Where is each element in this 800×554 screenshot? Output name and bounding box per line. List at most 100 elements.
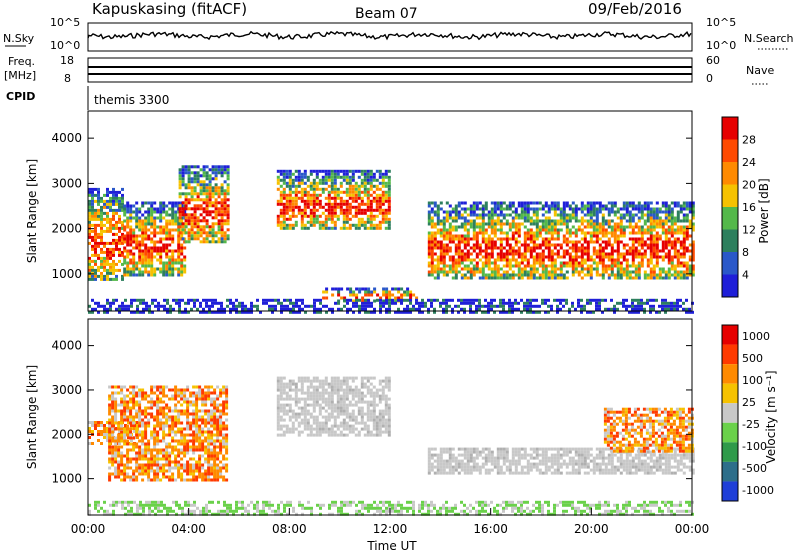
heatmap-cell xyxy=(132,445,136,449)
heatmap-cell xyxy=(144,201,148,205)
heatmap-cell xyxy=(499,249,503,253)
heatmap-cell xyxy=(208,234,212,238)
heatmap-cell xyxy=(646,219,650,223)
heatmap-cell xyxy=(318,220,322,224)
heatmap-cell xyxy=(634,255,638,259)
heatmap-cell xyxy=(192,424,196,428)
heatmap-cell xyxy=(138,412,142,416)
heatmap-cell xyxy=(544,237,548,241)
heatmap-cell xyxy=(436,219,440,223)
heatmap-cell xyxy=(157,307,160,311)
heatmap-cell xyxy=(184,165,188,169)
heatmap-cell xyxy=(294,178,298,182)
heatmap-cell xyxy=(375,196,379,200)
heatmap-cell xyxy=(652,240,656,244)
heatmap-cell xyxy=(649,261,653,265)
heatmap-cell xyxy=(88,217,91,221)
heatmap-cell xyxy=(276,385,280,389)
heatmap-cell xyxy=(345,199,349,203)
heatmap-cell xyxy=(276,223,280,227)
heatmap-cell xyxy=(210,454,214,458)
heatmap-cell xyxy=(613,304,616,308)
heatmap-cell xyxy=(214,210,218,214)
heatmap-cell xyxy=(625,204,629,208)
heatmap-cell xyxy=(481,237,485,241)
heatmap-cell xyxy=(144,424,148,428)
heatmap-cell xyxy=(117,454,121,458)
heatmap-cell xyxy=(103,436,106,439)
heatmap-cell xyxy=(186,406,190,410)
heatmap-cell xyxy=(372,226,376,230)
heatmap-cell xyxy=(180,475,184,479)
heatmap-cell xyxy=(460,240,464,244)
heatmap-cell xyxy=(499,231,503,235)
heatmap-cell xyxy=(463,237,467,241)
heatmap-cell xyxy=(126,400,130,404)
heatmap-cell xyxy=(463,267,467,271)
heatmap-cell xyxy=(315,217,319,221)
heatmap-cell xyxy=(276,178,280,182)
heatmap-cell xyxy=(162,427,166,431)
heatmap-cell xyxy=(349,293,353,297)
heatmap-cell xyxy=(150,240,154,244)
heatmap-cell xyxy=(106,262,109,266)
heatmap-cell xyxy=(192,445,196,449)
heatmap-cell xyxy=(586,210,590,214)
heatmap-cell xyxy=(388,293,392,297)
heatmap-cell xyxy=(514,222,518,226)
heatmap-cell xyxy=(685,267,689,271)
heatmap-cell xyxy=(138,472,142,476)
heatmap-cell xyxy=(451,276,455,280)
heatmap-cell xyxy=(637,267,641,271)
heatmap-cell xyxy=(295,298,298,302)
heatmap-cell xyxy=(136,424,139,427)
heatmap-cell xyxy=(108,439,112,443)
heatmap-cell xyxy=(207,478,211,482)
heatmap-cell xyxy=(88,235,91,239)
heatmap-cell xyxy=(586,255,590,259)
heatmap-cell xyxy=(363,184,367,188)
heatmap-cell xyxy=(505,240,509,244)
heatmap-cell xyxy=(559,255,563,259)
heatmap-cell xyxy=(514,207,518,211)
heatmap-cell xyxy=(526,304,529,308)
heatmap-cell xyxy=(418,310,421,314)
heatmap-cell xyxy=(676,210,680,214)
heatmap-cell xyxy=(198,463,202,467)
heatmap-cell xyxy=(171,409,175,413)
heatmap-cell xyxy=(366,172,370,176)
heatmap-cell xyxy=(211,228,215,232)
echo-region xyxy=(108,385,229,482)
heatmap-cell xyxy=(562,304,565,308)
heatmap-cell xyxy=(129,466,133,470)
heatmap-cell xyxy=(177,394,181,398)
heatmap-cell xyxy=(580,243,584,247)
heatmap-cell xyxy=(333,220,337,224)
heatmap-cell xyxy=(514,252,518,256)
heatmap-cell xyxy=(661,307,664,311)
heatmap-cell xyxy=(357,202,361,206)
heatmap-cell xyxy=(277,298,280,302)
heatmap-cell xyxy=(595,201,599,205)
heatmap-cell xyxy=(217,310,220,314)
heatmap-cell xyxy=(667,243,671,247)
heatmap-cell xyxy=(138,403,142,407)
heatmap-cell xyxy=(207,415,211,419)
heatmap-cell xyxy=(126,439,130,443)
heatmap-cell xyxy=(211,189,215,193)
heatmap-cell xyxy=(631,201,635,205)
heatmap-cell xyxy=(505,243,509,247)
heatmap-cell xyxy=(220,210,224,214)
heatmap-cell xyxy=(129,418,133,422)
heatmap-cell xyxy=(178,180,182,184)
heatmap-cell xyxy=(658,270,662,274)
heatmap-cell xyxy=(207,394,211,398)
heatmap-cell xyxy=(478,267,482,271)
heatmap-cell xyxy=(112,190,115,194)
heatmap-cell xyxy=(646,243,650,247)
heatmap-cell xyxy=(97,268,100,272)
heatmap-cell xyxy=(159,261,163,265)
heatmap-cell xyxy=(625,225,629,229)
heatmap-cell xyxy=(171,222,175,226)
heatmap-cell xyxy=(688,307,691,311)
